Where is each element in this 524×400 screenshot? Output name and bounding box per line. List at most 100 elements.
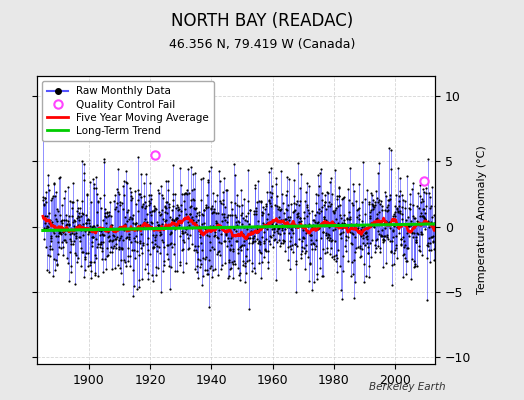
Point [301, 198, 310, 205]
Point [204, 179, 212, 185]
Point [408, 230, 416, 236]
Point [375, 160, 383, 166]
Point [266, 241, 275, 247]
Point [178, 230, 187, 236]
Point [88, 223, 96, 230]
Point [334, 203, 342, 209]
Point [126, 185, 135, 192]
Point [51, 267, 59, 274]
Point [221, 217, 229, 223]
Point [315, 183, 323, 189]
Point [350, 294, 358, 301]
Point [268, 221, 277, 228]
Point [154, 265, 162, 272]
Point [343, 216, 352, 222]
Point [331, 226, 339, 232]
Point [239, 196, 248, 202]
Point [369, 224, 378, 230]
Point [80, 170, 88, 176]
Point [255, 260, 263, 267]
Point [386, 192, 394, 198]
Point [110, 198, 118, 205]
Point [352, 198, 361, 205]
Point [77, 226, 85, 233]
Point [363, 236, 371, 242]
Point [219, 200, 227, 207]
Point [125, 236, 133, 242]
Point [395, 202, 403, 209]
Point [280, 238, 289, 245]
Point [213, 251, 222, 257]
Point [49, 228, 57, 234]
Point [67, 263, 75, 269]
Point [174, 204, 182, 210]
Point [184, 246, 192, 252]
Point [212, 218, 221, 224]
Point [151, 204, 159, 211]
Point [177, 191, 185, 197]
Point [49, 272, 57, 279]
Point [276, 207, 285, 214]
Point [381, 193, 390, 199]
Point [64, 218, 72, 224]
Point [220, 238, 228, 244]
Point [200, 207, 208, 213]
Point [61, 231, 69, 238]
Point [156, 182, 165, 189]
Point [202, 254, 210, 260]
Point [216, 240, 225, 246]
Point [293, 198, 302, 204]
Point [174, 212, 183, 218]
Point [351, 224, 359, 230]
Point [266, 199, 274, 206]
Point [161, 218, 170, 224]
Point [127, 239, 135, 246]
Point [325, 223, 333, 230]
Point [431, 202, 439, 209]
Point [147, 192, 155, 198]
Point [304, 254, 312, 260]
Point [289, 200, 298, 206]
Point [56, 230, 64, 237]
Point [293, 243, 301, 250]
Point [258, 212, 267, 218]
Point [255, 198, 263, 205]
Point [341, 243, 349, 249]
Point [257, 209, 266, 216]
Point [308, 246, 316, 252]
Point [90, 180, 98, 187]
Point [202, 204, 211, 210]
Point [411, 261, 419, 267]
Point [348, 200, 357, 206]
Point [102, 214, 110, 220]
Point [194, 256, 203, 262]
Point [52, 256, 61, 263]
Point [95, 244, 104, 250]
Point [321, 206, 330, 212]
Point [419, 198, 428, 204]
Point [322, 232, 330, 239]
Point [340, 216, 348, 223]
Point [331, 237, 340, 244]
Point [120, 178, 128, 184]
Point [398, 211, 406, 218]
Point [63, 226, 72, 233]
Point [374, 228, 382, 234]
Point [346, 225, 355, 232]
Point [167, 230, 175, 236]
Point [187, 197, 195, 204]
Point [146, 211, 155, 218]
Point [80, 177, 88, 184]
Point [397, 236, 405, 242]
Point [297, 254, 305, 261]
Point [277, 168, 285, 174]
Point [39, 104, 48, 110]
Point [189, 171, 197, 177]
Point [211, 232, 220, 238]
Point [265, 196, 274, 203]
Point [355, 180, 364, 187]
Point [214, 235, 223, 242]
Point [89, 176, 97, 182]
Point [260, 228, 268, 235]
Point [423, 156, 432, 162]
